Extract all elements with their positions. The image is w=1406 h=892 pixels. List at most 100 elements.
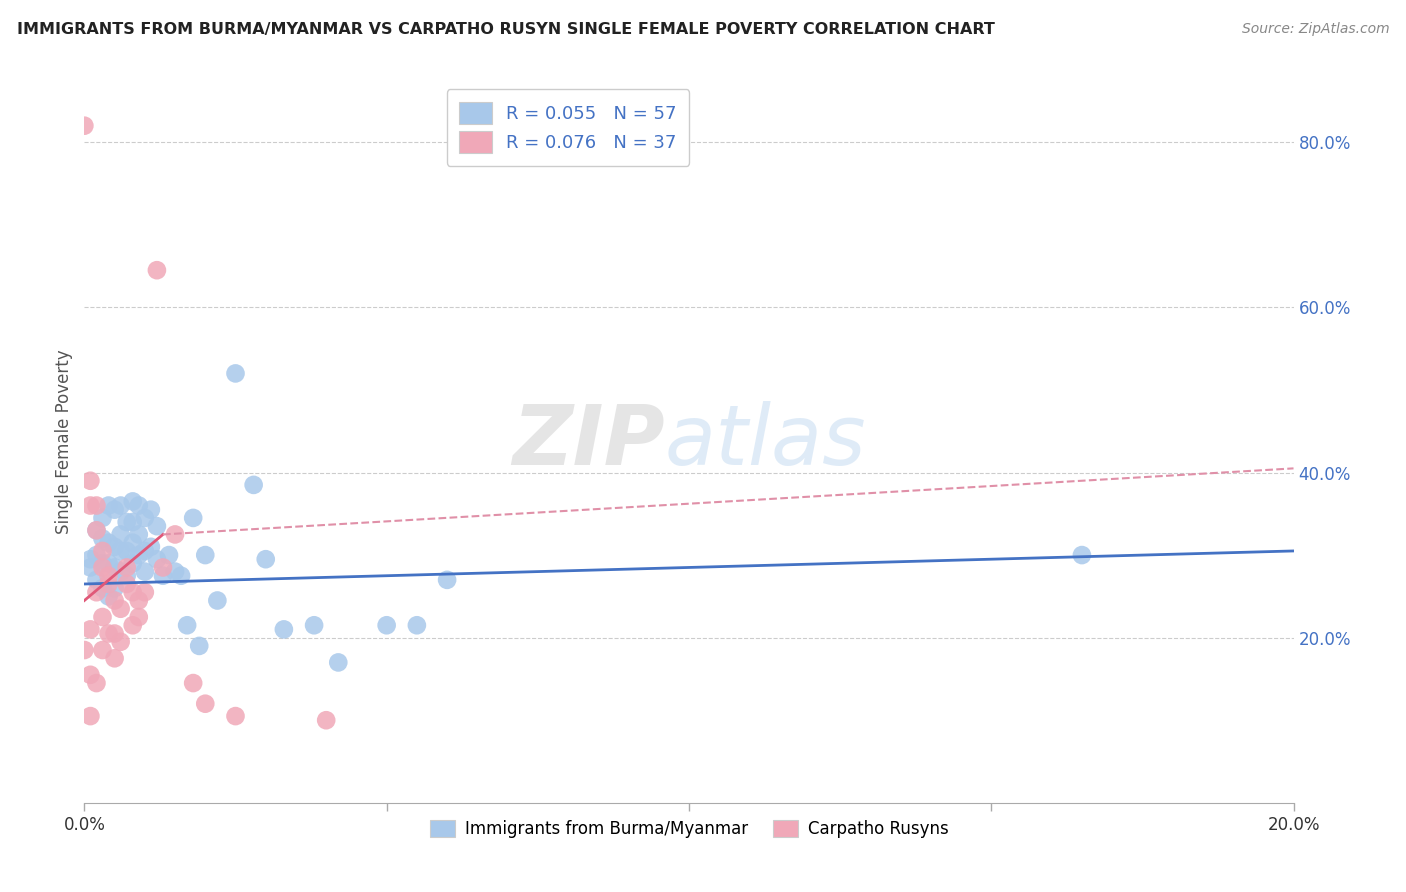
Point [97,590,120,604]
Text: ZIP: ZIP [512,401,665,482]
Point [97,577,120,591]
Point [134,585,156,599]
Point [91,643,114,657]
Point [406,618,429,632]
Point [181,676,204,690]
Point [254,552,277,566]
Point [91,532,114,546]
Point [86,573,108,587]
Point [128,610,150,624]
Point [121,494,143,508]
Point [115,568,138,582]
Point [79,552,101,566]
Point [104,626,127,640]
Point [157,548,180,562]
Point [115,544,138,558]
Point [104,502,127,516]
Point [121,557,143,571]
Point [176,618,198,632]
Point [436,573,458,587]
Point [128,527,150,541]
Point [91,581,114,595]
Point [128,593,150,607]
Point [121,585,143,599]
Point [1071,548,1094,562]
Point [104,560,127,574]
Point [225,709,247,723]
Point [73,119,96,133]
Point [134,511,156,525]
Point [170,568,193,582]
Point [91,511,114,525]
Point [121,618,143,632]
Text: atlas: atlas [665,401,866,482]
Point [134,544,156,558]
Point [97,568,120,582]
Point [302,618,325,632]
Point [165,527,187,541]
Point [86,524,108,538]
Point [97,499,120,513]
Point [91,560,114,574]
Point [97,557,120,571]
Y-axis label: Single Female Poverty: Single Female Poverty [55,350,73,533]
Point [315,713,337,727]
Point [97,535,120,549]
Point [110,527,132,541]
Point [194,697,217,711]
Point [188,639,211,653]
Point [86,548,108,562]
Point [128,499,150,513]
Point [104,651,127,665]
Point [273,623,295,637]
Point [134,565,156,579]
Point [225,367,247,381]
Point [194,548,217,562]
Point [115,515,138,529]
Point [104,540,127,554]
Point [165,565,187,579]
Point [115,560,138,574]
Point [146,263,169,277]
Point [152,568,174,582]
Point [86,524,108,538]
Point [121,515,143,529]
Point [121,535,143,549]
Point [104,593,127,607]
Point [375,618,398,632]
Point [146,552,169,566]
Point [91,544,114,558]
Point [104,581,127,595]
Point [110,601,132,615]
Point [110,634,132,648]
Point [79,709,101,723]
Point [91,610,114,624]
Point [115,577,138,591]
Point [110,499,132,513]
Point [152,560,174,574]
Point [242,478,264,492]
Point [73,643,96,657]
Point [128,548,150,562]
Point [146,519,169,533]
Point [207,593,229,607]
Point [86,676,108,690]
Point [139,540,162,554]
Point [110,565,132,579]
Point [328,656,350,670]
Text: IMMIGRANTS FROM BURMA/MYANMAR VS CARPATHO RUSYN SINGLE FEMALE POVERTY CORRELATIO: IMMIGRANTS FROM BURMA/MYANMAR VS CARPATH… [17,22,995,37]
Legend: Immigrants from Burma/Myanmar, Carpatho Rusyns: Immigrants from Burma/Myanmar, Carpatho … [423,814,955,845]
Point [79,623,101,637]
Point [79,560,101,574]
Point [110,544,132,558]
Point [86,585,108,599]
Point [79,499,101,513]
Point [79,668,101,682]
Point [97,626,120,640]
Point [79,474,101,488]
Point [139,502,162,516]
Point [91,557,114,571]
Point [86,499,108,513]
Point [181,511,204,525]
Text: Source: ZipAtlas.com: Source: ZipAtlas.com [1241,22,1389,37]
